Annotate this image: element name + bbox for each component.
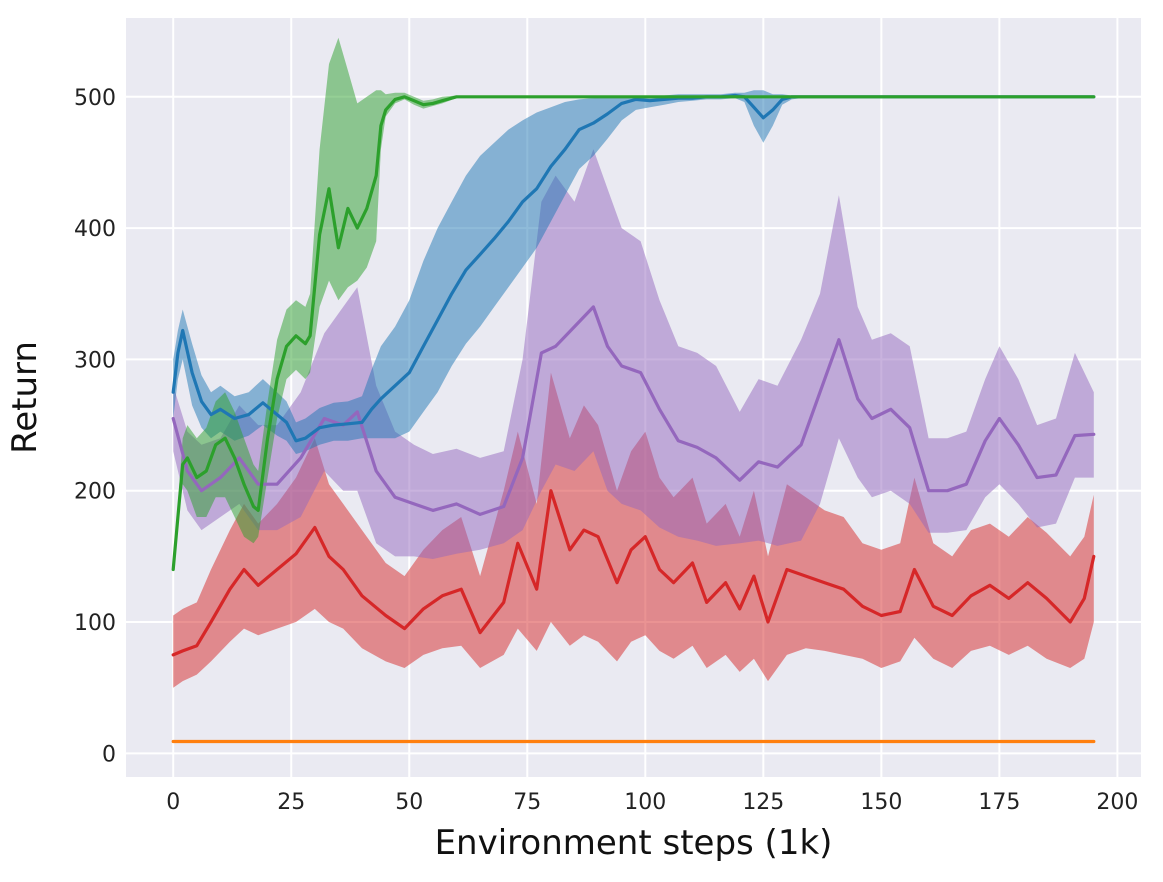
- y-tick-label: 300: [74, 348, 116, 373]
- y-tick-label: 0: [102, 742, 116, 767]
- x-tick-label: 100: [624, 790, 666, 815]
- y-axis-label: Return: [5, 341, 45, 454]
- series-line-blue: [171, 93, 1096, 443]
- x-tick-label: 25: [277, 790, 305, 815]
- series-line-green: [171, 95, 1096, 572]
- x-tick-label: 50: [395, 790, 423, 815]
- y-tick-label: 400: [74, 217, 116, 242]
- series-line-red: [171, 489, 1096, 657]
- band-blue: [173, 90, 1094, 454]
- x-tick-label: 125: [742, 790, 784, 815]
- x-tick-label: 150: [860, 790, 902, 815]
- x-tick-label: 200: [1096, 790, 1138, 815]
- band-purple: [173, 149, 1094, 560]
- series-line-purple: [171, 305, 1096, 517]
- y-tick-labels: 0 100 200 300 400 500: [74, 86, 116, 768]
- band-red: [173, 372, 1094, 688]
- y-tick-label: 100: [74, 611, 116, 636]
- y-tick-label: 500: [74, 86, 116, 111]
- series-lines: [171, 93, 1096, 744]
- x-tick-label: 175: [978, 790, 1020, 815]
- x-tick-label: 0: [166, 790, 180, 815]
- x-tick-label: 75: [513, 790, 541, 815]
- x-axis-label: Environment steps (1k): [435, 823, 833, 863]
- y-tick-label: 200: [74, 480, 116, 505]
- x-tick-labels: 0 25 50 75 100 125 150 175 200: [166, 790, 1138, 815]
